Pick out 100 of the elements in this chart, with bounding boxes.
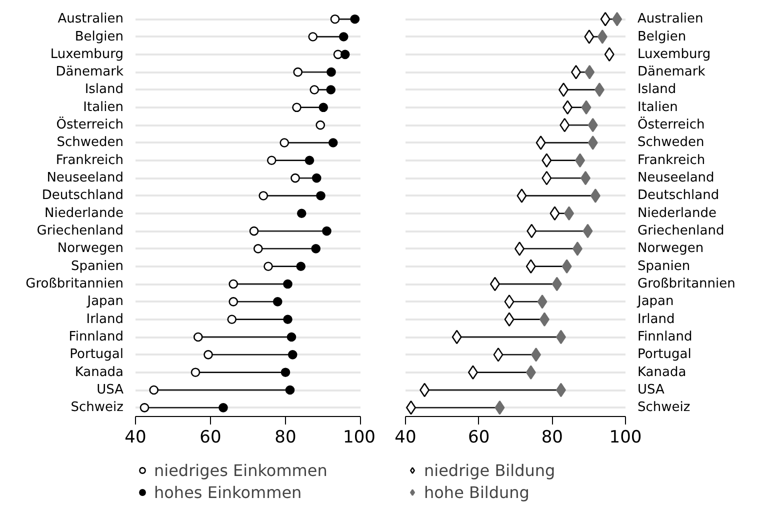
point	[572, 242, 582, 256]
point	[516, 188, 527, 203]
point	[562, 100, 573, 115]
point	[590, 188, 600, 203]
y-tick-label: Island	[84, 82, 124, 98]
point	[504, 294, 514, 309]
point	[564, 206, 574, 221]
y-tick-label: Italien	[638, 100, 678, 115]
y-tick-label: USA	[638, 382, 665, 398]
legend-label: hohes Einkommen	[154, 482, 302, 502]
point	[526, 224, 537, 238]
point	[326, 67, 336, 77]
y-tick-label: Deutschland	[42, 188, 124, 204]
x-tick-label: 60	[200, 428, 222, 448]
point	[420, 382, 430, 398]
y-tick-label: Italien	[83, 100, 124, 115]
point	[536, 136, 546, 150]
point	[531, 348, 542, 362]
point	[190, 368, 200, 377]
y-tick-label: Australien	[638, 12, 704, 27]
point	[556, 382, 566, 398]
point	[340, 50, 350, 60]
point	[283, 314, 292, 324]
point	[612, 12, 622, 26]
point	[228, 297, 238, 306]
point	[293, 67, 303, 77]
point	[149, 385, 159, 395]
point	[316, 120, 326, 130]
point	[227, 314, 237, 324]
point	[193, 332, 203, 342]
y-tick-label: Belgien	[638, 29, 686, 44]
point	[452, 330, 462, 344]
point	[537, 294, 548, 309]
point	[604, 47, 614, 62]
y-tick-label: Großbritannien	[26, 276, 124, 292]
y-tick-label: Luxemburg	[638, 46, 711, 62]
point	[316, 191, 326, 200]
y-tick-label: Japan	[86, 294, 124, 310]
x-tick-label: 100	[343, 428, 376, 448]
point	[494, 400, 505, 415]
x-tick-label: 80	[541, 428, 563, 448]
y-tick-label: Finnland	[68, 330, 124, 345]
point	[526, 365, 536, 380]
y-tick-label: Schweiz	[638, 400, 690, 416]
x-tick-label: 40	[124, 428, 146, 448]
y-tick-label: Schweiz	[70, 400, 124, 416]
y-tick-label: Australien	[58, 12, 124, 27]
point	[588, 118, 598, 132]
point	[526, 259, 536, 274]
y-tick-label: Frankreich	[56, 152, 124, 168]
point	[562, 259, 572, 274]
point	[253, 244, 263, 254]
point	[584, 30, 594, 44]
y-tick-label: Dänemark	[56, 64, 124, 80]
point	[580, 170, 591, 186]
point	[542, 170, 552, 186]
point	[493, 348, 504, 362]
point	[264, 262, 273, 272]
y-tick-label: Spanien	[70, 258, 124, 274]
point	[350, 14, 360, 24]
y-tick-label: Frankreich	[638, 152, 706, 168]
point	[292, 102, 302, 112]
point	[556, 330, 566, 344]
y-tick-label: Neuseeland	[46, 170, 124, 186]
y-tick-label: Griechenland	[638, 224, 724, 239]
point	[539, 312, 550, 327]
point	[290, 173, 300, 183]
point	[308, 32, 318, 42]
y-tick-label: Großbritannien	[638, 276, 736, 292]
x-tick-label: 100	[609, 428, 642, 448]
point	[560, 118, 570, 132]
y-tick-label: Griechenland	[36, 224, 124, 239]
point	[597, 30, 608, 44]
point	[312, 173, 322, 183]
point	[468, 365, 478, 380]
point	[584, 64, 595, 80]
y-tick-label: Irland	[638, 312, 675, 327]
point	[552, 276, 562, 292]
y-tick-label: Portugal	[638, 347, 692, 362]
point	[322, 226, 332, 236]
y-tick-label: Belgien	[74, 29, 124, 44]
y-tick-label: Schweden	[638, 135, 704, 150]
y-tick-label: Japan	[636, 294, 674, 310]
point	[330, 14, 340, 24]
point	[272, 297, 282, 306]
point	[285, 385, 295, 395]
point	[258, 191, 268, 200]
point	[266, 156, 276, 166]
point	[504, 312, 514, 327]
y-tick-label: Island	[638, 82, 676, 98]
point	[296, 262, 306, 272]
x-tick-label: 60	[468, 428, 490, 448]
point	[594, 82, 604, 97]
point	[542, 153, 552, 168]
point	[140, 403, 150, 412]
y-tick-label: Spanien	[638, 258, 690, 274]
point	[575, 153, 586, 168]
point	[588, 136, 598, 150]
point	[600, 12, 610, 26]
y-tick-label: Finnland	[638, 330, 692, 345]
